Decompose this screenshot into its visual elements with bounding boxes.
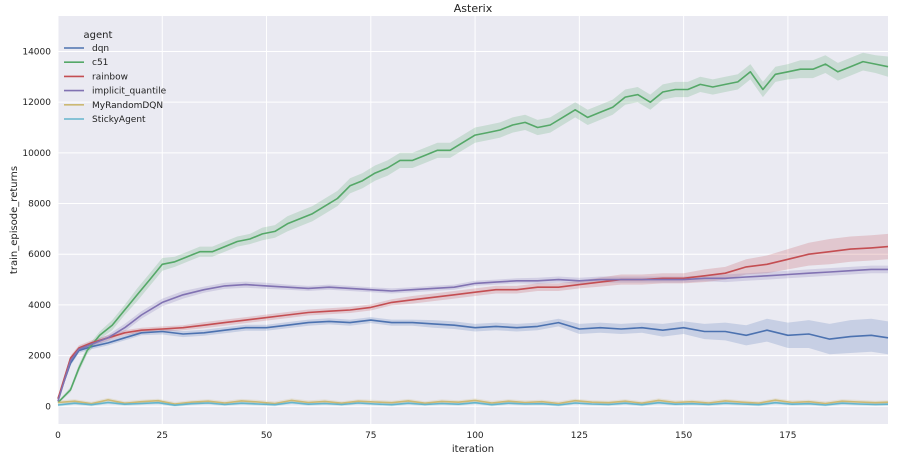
y-tick-label: 8000: [28, 200, 51, 210]
y-tick-label: 2000: [28, 352, 51, 362]
x-tick-label: 25: [157, 431, 168, 441]
legend-title: agent: [84, 30, 113, 41]
series-line-StickyAgent: [57, 401, 889, 407]
grid-lines: [57, 16, 888, 424]
y-axis-ticks: 0 2000 4000 6000 8000 10000 12000 14000: [22, 47, 51, 412]
x-tick-label: 50: [261, 431, 273, 441]
y-tick-label: 14000: [22, 47, 51, 57]
series-line-rainbow: [57, 245, 889, 399]
legend-label-implicit_quantile: implicit_quantile: [92, 87, 167, 97]
chart-title: Asterix: [454, 2, 493, 15]
series-line-c51: [57, 60, 889, 404]
x-tick-label: 150: [675, 431, 692, 441]
x-tick-label: 0: [55, 431, 61, 441]
x-tick-label: 175: [779, 431, 796, 441]
legend-label-c51: c51: [92, 58, 108, 68]
band-dqn: [58, 317, 888, 400]
series-line-implicit_quantile: [57, 268, 888, 402]
y-tick-label: 10000: [22, 149, 51, 159]
x-tick-label: 100: [466, 431, 483, 441]
legend-label-rainbow: rainbow: [92, 72, 128, 82]
legend-label-StickyAgent: StickyAgent: [92, 115, 146, 125]
x-axis-ticks: 0 25 50 75 100 125 150 175: [55, 431, 796, 441]
x-tick-label: 75: [365, 431, 376, 441]
legend-label-dqn: dqn: [92, 44, 109, 54]
y-tick-label: 6000: [28, 250, 51, 260]
series-lines: [57, 60, 889, 407]
y-tick-label: 12000: [22, 98, 51, 108]
plot-area: [58, 16, 888, 424]
series-line-dqn: [57, 319, 889, 399]
x-axis-label: iteration: [452, 444, 494, 455]
y-tick-label: 4000: [28, 301, 51, 311]
legend: agent dqn c51 rainbow implicit_quantile MyRa…: [64, 30, 167, 125]
band-rainbow: [58, 233, 888, 400]
band-StickyAgent: [58, 400, 888, 407]
y-axis-label: train_episode_returns: [9, 166, 20, 274]
y-tick-label: 0: [45, 402, 51, 412]
legend-label-MyRandomDQN: MyRandomDQN: [92, 101, 163, 111]
x-tick-label: 125: [571, 431, 588, 441]
series-line-MyRandomDQN: [57, 399, 889, 405]
